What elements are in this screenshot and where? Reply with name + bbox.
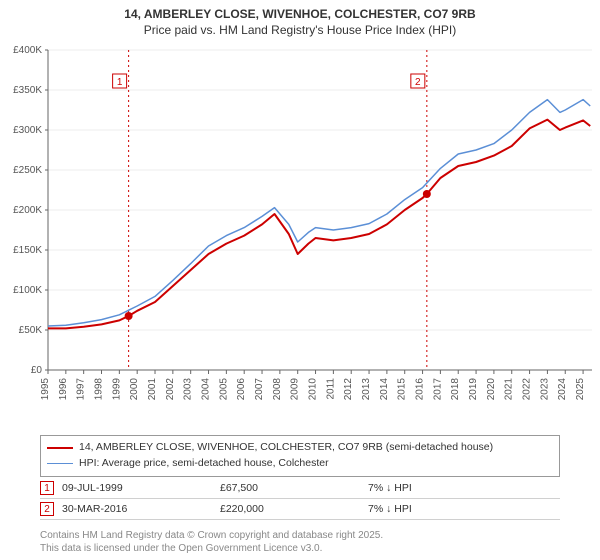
footer-attribution: Contains HM Land Registry data © Crown c…: [40, 530, 383, 555]
marker-price: £67,500: [220, 482, 360, 494]
svg-text:2007: 2007: [254, 378, 265, 401]
svg-text:2004: 2004: [201, 378, 212, 401]
svg-text:2023: 2023: [539, 378, 550, 401]
svg-text:2: 2: [415, 77, 421, 88]
svg-text:2013: 2013: [361, 378, 372, 401]
svg-text:2017: 2017: [432, 378, 443, 401]
svg-text:2015: 2015: [397, 378, 408, 401]
svg-text:2012: 2012: [343, 378, 354, 401]
svg-text:£400K: £400K: [13, 45, 42, 56]
svg-text:2001: 2001: [147, 378, 158, 401]
marker-date: 30-MAR-2016: [62, 503, 212, 515]
svg-text:1998: 1998: [94, 378, 105, 401]
svg-text:2010: 2010: [308, 378, 319, 401]
chart-area: £0 £50K £100K £150K £200K £250K £300K £350K £400…: [0, 40, 600, 420]
legend-item: 14, AMBERLEY CLOSE, WIVENHOE, COLCHESTER…: [47, 440, 553, 456]
marker-date: 09-JUL-1999: [62, 482, 212, 494]
svg-text:£300K: £300K: [13, 125, 42, 136]
svg-text:£200K: £200K: [13, 205, 42, 216]
svg-text:2024: 2024: [557, 378, 568, 401]
svg-text:2002: 2002: [165, 378, 176, 401]
svg-text:2022: 2022: [522, 378, 533, 401]
svg-text:1996: 1996: [58, 378, 69, 401]
legend: 14, AMBERLEY CLOSE, WIVENHOE, COLCHESTER…: [40, 435, 560, 477]
marker-vs-hpi: 7% ↓ HPI: [368, 503, 528, 515]
svg-text:2011: 2011: [325, 378, 336, 400]
svg-text:2000: 2000: [129, 378, 140, 401]
svg-text:2020: 2020: [486, 378, 497, 401]
svg-text:1: 1: [117, 77, 123, 88]
marker-vs-hpi: 7% ↓ HPI: [368, 482, 528, 494]
svg-text:2018: 2018: [450, 378, 461, 401]
title-address: 14, AMBERLEY CLOSE, WIVENHOE, COLCHESTER…: [0, 6, 600, 22]
marker-number-box: 1: [40, 481, 54, 495]
svg-text:2014: 2014: [379, 378, 390, 401]
svg-text:2009: 2009: [290, 378, 301, 401]
chart-title-block: 14, AMBERLEY CLOSE, WIVENHOE, COLCHESTER…: [0, 0, 600, 38]
svg-text:2019: 2019: [468, 378, 479, 401]
marker-table: 1 09-JUL-1999 £67,500 7% ↓ HPI 2 30-MAR-2016 £…: [40, 478, 560, 520]
svg-text:2005: 2005: [218, 378, 229, 401]
legend-item: HPI: Average price, semi-detached house,…: [47, 456, 553, 472]
marker-row: 1 09-JUL-1999 £67,500 7% ↓ HPI: [40, 478, 560, 499]
svg-text:£100K: £100K: [13, 285, 42, 296]
svg-text:2003: 2003: [183, 378, 194, 401]
title-subtitle: Price paid vs. HM Land Registry's House …: [0, 22, 600, 38]
svg-text:1995: 1995: [40, 378, 51, 401]
legend-label: 14, AMBERLEY CLOSE, WIVENHOE, COLCHESTER…: [79, 440, 493, 456]
marker-price: £220,000: [220, 503, 360, 515]
svg-text:2006: 2006: [236, 378, 247, 401]
svg-text:1999: 1999: [111, 378, 122, 401]
svg-text:2016: 2016: [415, 378, 426, 401]
footer-line1: Contains HM Land Registry data © Crown c…: [40, 530, 383, 543]
svg-text:£50K: £50K: [19, 325, 43, 336]
svg-text:£150K: £150K: [13, 245, 42, 256]
legend-swatch: [47, 447, 73, 449]
legend-label: HPI: Average price, semi-detached house,…: [79, 456, 329, 472]
svg-text:£250K: £250K: [13, 165, 42, 176]
svg-text:2008: 2008: [272, 378, 283, 401]
legend-swatch: [47, 463, 73, 465]
svg-text:£0: £0: [31, 365, 43, 376]
svg-text:2025: 2025: [575, 378, 586, 401]
footer-line2: This data is licensed under the Open Gov…: [40, 543, 383, 556]
svg-text:1997: 1997: [76, 378, 87, 401]
marker-row: 2 30-MAR-2016 £220,000 7% ↓ HPI: [40, 499, 560, 520]
svg-text:£350K: £350K: [13, 85, 42, 96]
svg-text:2021: 2021: [504, 378, 515, 401]
marker-number-box: 2: [40, 502, 54, 516]
